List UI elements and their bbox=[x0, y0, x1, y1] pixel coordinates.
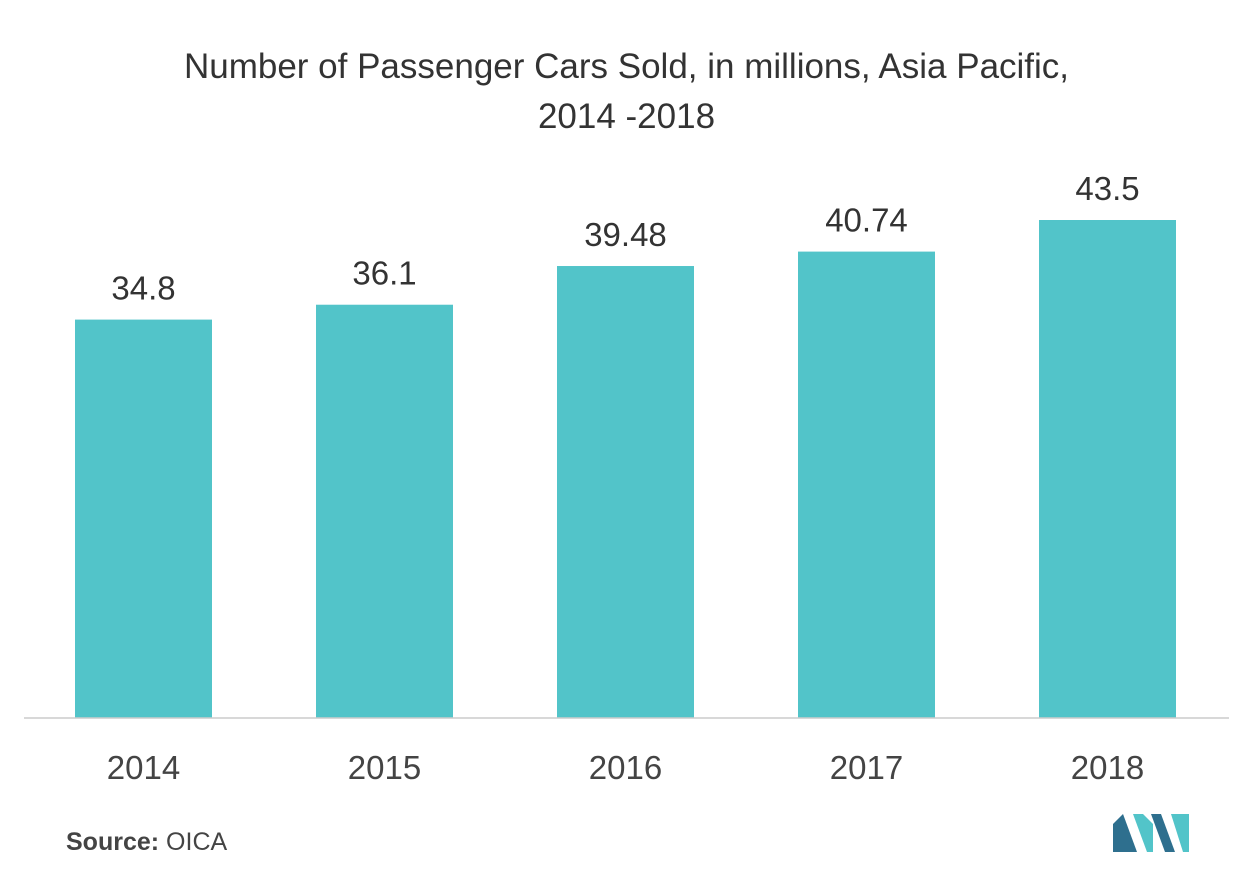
data-label-2016: 39.48 bbox=[584, 216, 667, 253]
chart-title-line-2: 2014 -2018 bbox=[537, 97, 716, 136]
chart-title: Number of Passenger Cars Sold, in millio… bbox=[0, 42, 1253, 142]
x-tick-label-2017: 2017 bbox=[830, 749, 903, 786]
bar-2016 bbox=[557, 266, 694, 718]
bar-2015 bbox=[316, 304, 453, 718]
x-tick-label-2016: 2016 bbox=[589, 749, 662, 786]
data-label-2018: 43.5 bbox=[1075, 170, 1139, 207]
bars-group: 34.8 2014 36.1 2015 39.48 2016 40.74 2017 43.5 20… bbox=[75, 170, 1176, 786]
data-label-2014: 34.8 bbox=[111, 270, 175, 307]
brand-logo bbox=[1113, 814, 1189, 852]
source-value: OICA bbox=[166, 828, 228, 856]
x-tick-label-2018: 2018 bbox=[1071, 749, 1144, 786]
x-tick-label-2014: 2014 bbox=[107, 749, 180, 786]
source-label: Source: bbox=[66, 828, 160, 856]
bar-2018 bbox=[1039, 220, 1176, 718]
x-tick-label-2015: 2015 bbox=[348, 749, 421, 786]
bar-2017 bbox=[798, 251, 935, 719]
data-label-2015: 36.1 bbox=[352, 255, 416, 292]
chart-title-line-1: Number of Passenger Cars Sold, in millio… bbox=[183, 47, 1070, 86]
source-note: Source: OICA bbox=[66, 828, 227, 857]
bar-2014 bbox=[75, 319, 212, 718]
data-label-2017: 40.74 bbox=[825, 202, 908, 239]
